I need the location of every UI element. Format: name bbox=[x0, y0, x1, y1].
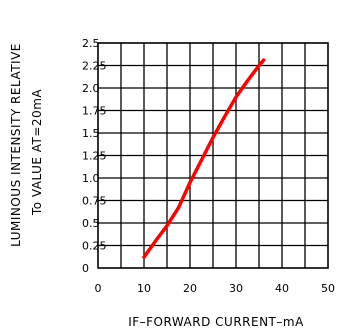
y-tick-label: 1.75 bbox=[82, 105, 107, 118]
x-tick-label: 30 bbox=[229, 282, 243, 295]
x-tick-label: 40 bbox=[275, 282, 289, 295]
plot-frame bbox=[97, 42, 329, 269]
y-tick-label: 0.75 bbox=[82, 195, 107, 208]
series-line-0 bbox=[142, 58, 266, 259]
y-axis-label-line1: LUMINOUS INTENSITY RELATIVE bbox=[9, 43, 23, 247]
x-tick-label: 50 bbox=[321, 282, 335, 295]
y-tick-labels: 0 0.25 0.5 0.75 1.0 1.25 1.5 1.75 2.0 2.25 2.5 bbox=[82, 37, 107, 275]
y-axis-label-line2: To VALUE AT=20mA bbox=[30, 89, 44, 216]
x-tick-labels: 0 10 20 30 40 50 bbox=[95, 282, 336, 295]
y-tick-label: 1.25 bbox=[82, 150, 107, 163]
x-tick-label: 10 bbox=[137, 282, 151, 295]
grid bbox=[98, 43, 328, 268]
y-tick-label: 0.25 bbox=[82, 240, 107, 253]
y-tick-label: 2.0 bbox=[82, 82, 100, 95]
y-tick-label: 1.0 bbox=[82, 172, 100, 185]
x-tick-label: 20 bbox=[183, 282, 197, 295]
y-tick-label: 0.5 bbox=[82, 217, 100, 230]
y-tick-label: 2.25 bbox=[82, 60, 107, 73]
y-tick-label: 0 bbox=[82, 262, 89, 275]
y-tick-label: 2.5 bbox=[82, 37, 100, 50]
x-axis-label: IF–FORWARD CURRENT–mA bbox=[128, 315, 304, 329]
series-group bbox=[142, 58, 266, 259]
y-tick-label: 1.5 bbox=[82, 127, 100, 140]
x-tick-label: 0 bbox=[95, 282, 102, 295]
